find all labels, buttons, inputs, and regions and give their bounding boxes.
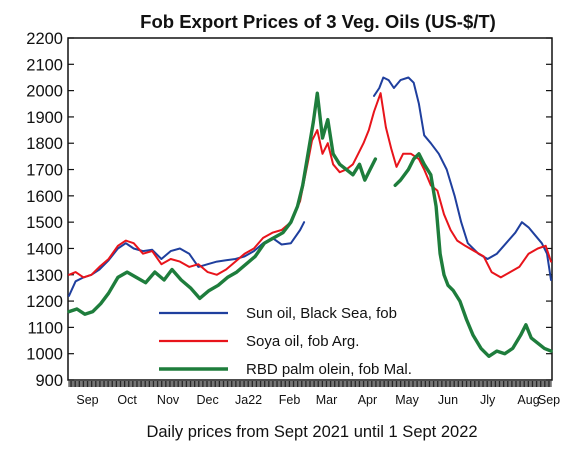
y-tick-label: 1900 [26,109,63,127]
daily-tick-marks [68,381,552,387]
palm-olein-line [67,91,553,358]
plot-area [67,37,553,381]
x-tick-label: Ja22 [235,393,262,407]
legend-label-palm-olein: RBD palm olein, fob Mal. [246,361,412,378]
soya-oil-line [68,92,552,279]
x-tick-label: Nov [157,393,180,407]
y-tick-label: 2000 [26,83,63,101]
y-tick-label: 1500 [26,214,63,232]
x-tick-label: Aug [517,393,539,407]
x-tick-label: Sep [76,393,98,407]
y-tick-label: 1200 [26,293,63,311]
legend: Sun oil, Black Sea, fob Soya oil, fob Arg… [159,305,412,378]
x-tick-label: Jly [480,393,496,407]
x-axis-label: Daily prices from Sept 2021 until 1 Sept… [146,423,477,441]
x-tick-label: Feb [279,393,301,407]
x-tick-label: Oct [117,393,137,407]
y-tick-label: 2100 [26,56,63,74]
series-layer [67,76,553,358]
x-tick-label: Apr [358,393,377,407]
x-tick-label: Dec [197,393,219,407]
y-tick-label: 1300 [26,267,63,285]
y-axis: 900 1000 1100 1200 1300 1400 1500 1600 1700 1800 1… [26,30,552,390]
y-tick-label: 1000 [26,346,63,364]
y-tick-label: 2200 [26,30,63,48]
x-tick-label: May [395,393,419,407]
y-tick-label: 1100 [28,319,63,337]
y-tick-label: 1700 [26,162,63,180]
x-tick-label: Jun [438,393,458,407]
y-tick-label: 1400 [26,240,63,258]
y-tick-label: 900 [35,372,63,390]
x-tick-label: Mar [316,393,338,407]
x-tick-label: Sep [538,393,560,407]
chart-title: Fob Export Prices of 3 Veg. Oils (US-$/T… [140,11,496,32]
y-tick-label: 1600 [26,188,63,206]
legend-label-sun-oil: Sun oil, Black Sea, fob [246,305,397,322]
y-tick-label: 1800 [26,135,63,153]
legend-label-soya-oil: Soya oil, fob Arg. [246,333,359,350]
